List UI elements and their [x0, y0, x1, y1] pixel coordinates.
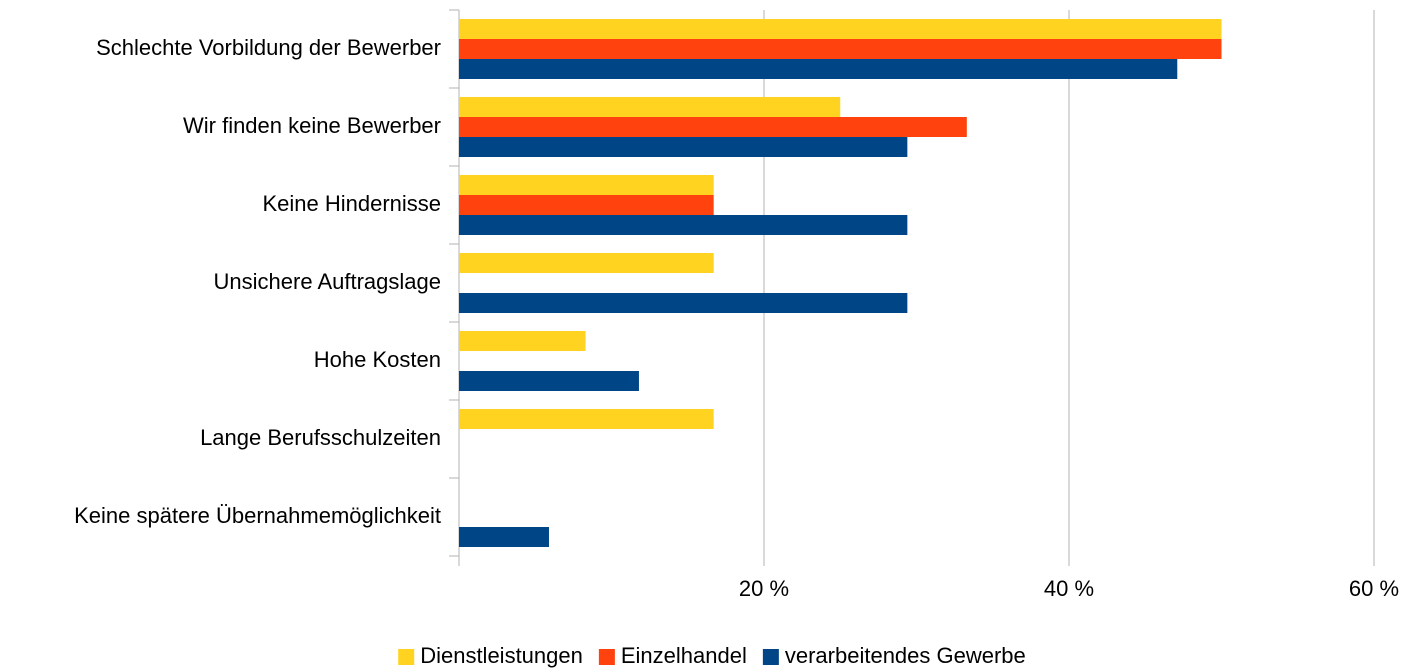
bar: [459, 97, 841, 117]
bar: [459, 137, 908, 157]
x-tick-label: 40 %: [1044, 576, 1094, 601]
legend-label: Einzelhandel: [621, 643, 747, 668]
y-tick-label: Wir finden keine Bewerber: [183, 113, 441, 138]
y-tick-label: Schlechte Vorbildung der Bewerber: [96, 35, 441, 60]
bar: [459, 331, 586, 351]
bar: [459, 19, 1222, 39]
bar: [459, 371, 639, 391]
legend-label: Dienstleistungen: [420, 643, 583, 668]
legend-swatch: [762, 649, 779, 665]
x-tick-label: 20 %: [739, 576, 789, 601]
legend-swatch: [598, 649, 615, 665]
bar: [459, 253, 714, 273]
bar: [459, 39, 1222, 59]
bar: [459, 527, 549, 547]
y-tick-label: Keine Hindernisse: [262, 191, 441, 216]
legend-swatch: [398, 649, 415, 665]
y-tick-label: Keine spätere Übernahmemöglichkeit: [74, 503, 441, 528]
bar: [459, 117, 967, 137]
bar: [459, 409, 714, 429]
y-tick-label: Unsichere Auftragslage: [214, 269, 441, 294]
y-tick-label: Lange Berufsschulzeiten: [200, 425, 441, 450]
legend-label: verarbeitendes Gewerbe: [785, 643, 1026, 668]
bar: [459, 59, 1178, 79]
bar: [459, 175, 714, 195]
bar: [459, 195, 714, 215]
bar: [459, 215, 908, 235]
x-tick-label: 60 %: [1349, 576, 1399, 601]
bar: [459, 293, 908, 313]
y-tick-label: Hohe Kosten: [314, 347, 441, 372]
